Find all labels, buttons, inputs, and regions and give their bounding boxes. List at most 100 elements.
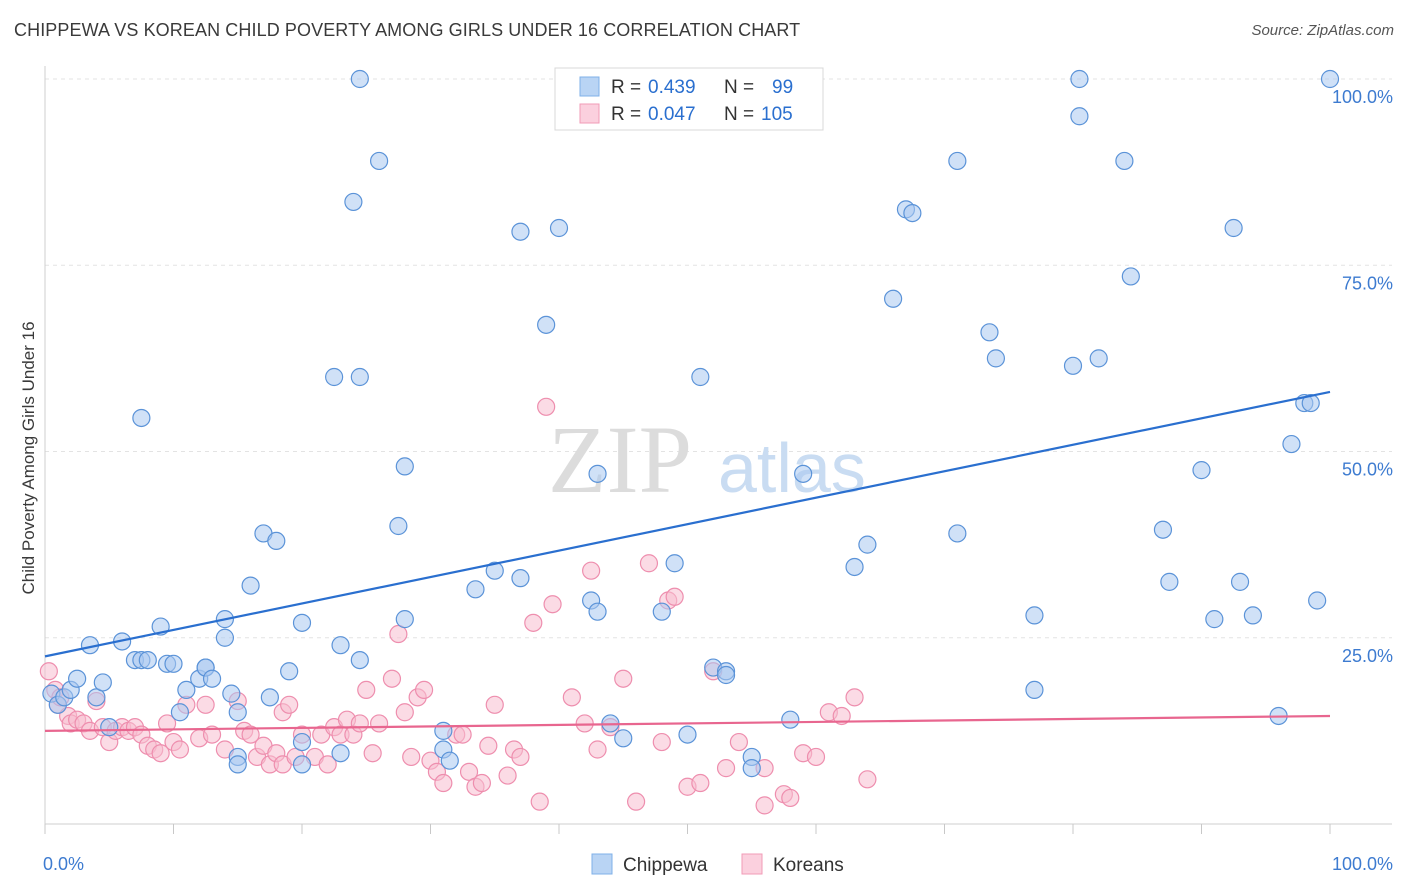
koreans-point (280, 695, 299, 714)
chippewa-point (549, 218, 569, 238)
chippewa-point (292, 613, 312, 632)
koreans-legend-label: Koreans (773, 855, 844, 876)
chippewa-point (280, 662, 299, 681)
chippewa-point (858, 535, 877, 554)
chippewa-legend-key[interactable] (591, 853, 613, 875)
y-tick-label: 25.0% (1342, 646, 1393, 666)
chippewa-point (1205, 610, 1224, 629)
chippewa-legend-label: Chippewa (623, 855, 708, 876)
chippewa-point (845, 557, 864, 577)
chippewa-r-value: 0.439 (648, 77, 696, 98)
koreans-point (781, 788, 800, 808)
chippewa-point (614, 729, 633, 748)
koreans-point (716, 759, 736, 778)
koreans-point (241, 725, 260, 744)
series-legend: Chippewa Koreans (591, 853, 844, 876)
chippewa-point (980, 323, 999, 342)
chippewa-point (537, 315, 556, 334)
koreans-point (39, 662, 58, 681)
chippewa-point (716, 665, 736, 685)
koreans-point (157, 714, 177, 733)
koreans-point (453, 725, 472, 744)
koreans-point (806, 747, 826, 767)
chippewa-point (267, 531, 286, 551)
chippewa-point (1025, 680, 1044, 700)
chippewa-point (1153, 520, 1173, 539)
chippewa-point (440, 751, 459, 770)
chippewa-legend-swatch (579, 76, 600, 97)
koreans-point (691, 773, 710, 793)
chippewa-point (948, 524, 967, 543)
chippewa-point (794, 464, 813, 483)
chippewa-point (292, 755, 312, 774)
koreans-point (524, 613, 543, 632)
koreans-point (755, 796, 774, 815)
chippewa-point (1025, 606, 1044, 625)
koreans-point (530, 792, 549, 811)
chippewa-point (1301, 393, 1320, 413)
chippewa-point (395, 457, 414, 476)
koreans-point (582, 561, 601, 580)
chippewa-point (331, 744, 350, 763)
chippewa-point (434, 721, 453, 740)
chippewa-point (292, 732, 312, 752)
y-tick-label: 100.0% (1332, 87, 1393, 107)
koreans-point (858, 770, 877, 789)
chippewa-point (652, 602, 671, 621)
chippewa-point (350, 69, 369, 89)
y-tick-label: 50.0% (1342, 460, 1393, 480)
koreans-point (357, 680, 376, 700)
koreans-n-value: 105 (761, 104, 793, 125)
koreans-point (845, 688, 864, 707)
koreans-n-label: N = (724, 104, 754, 125)
chippewa-point (350, 650, 369, 670)
koreans-legend-key[interactable] (741, 853, 763, 875)
chippewa-point (93, 673, 112, 692)
koreans-point (537, 397, 556, 416)
chippewa-point (1070, 107, 1089, 126)
koreans-point (414, 680, 434, 700)
chippewa-point (1121, 267, 1140, 286)
chippewa-point (665, 554, 684, 573)
chippewa-point (1063, 356, 1083, 375)
chippewa-point (344, 192, 363, 212)
chippewa-point (228, 703, 247, 722)
koreans-r-label: R = (611, 104, 641, 125)
chippewa-trend-line (44, 390, 1331, 658)
y-axis-label: Child Poverty Among Girls Under 16 (19, 321, 38, 594)
koreans-trend-line (44, 714, 1331, 732)
koreans-point (151, 744, 170, 763)
chippewa-point (948, 151, 967, 171)
koreans-point (729, 732, 749, 752)
watermark-atlas: atlas (718, 429, 866, 507)
chippewa-point (485, 561, 504, 580)
chippewa-point (370, 151, 389, 171)
chippewa-point (678, 725, 697, 744)
chippewa-point (389, 516, 408, 536)
chippewa-point (691, 367, 710, 387)
chippewa-point (202, 669, 222, 688)
koreans-point (318, 755, 337, 774)
chippewa-point (1224, 218, 1243, 238)
chippewa-point (1192, 461, 1211, 480)
chippewa-point (1115, 151, 1134, 171)
koreans-point (614, 669, 633, 688)
chippewa-point (170, 703, 190, 722)
koreans-point (588, 740, 607, 759)
koreans-point (402, 747, 421, 767)
correlation-legend: R = 0.439 N = 99 R = 0.047 N = 105 (554, 67, 824, 131)
chippewa-point (350, 367, 369, 387)
x-tick-label: 0.0% (43, 854, 84, 874)
chippewa-point (742, 759, 761, 778)
chippewa-point (588, 464, 607, 483)
x-tick-label: 100.0% (1332, 854, 1393, 874)
chippewa-point (132, 408, 151, 428)
chippewa-point (100, 718, 119, 737)
chippewa-point (222, 684, 241, 703)
koreans-point (382, 669, 402, 688)
chippewa-point (511, 222, 530, 241)
koreans-point (395, 703, 414, 722)
chippewa-point (68, 669, 87, 688)
koreans-point (350, 714, 369, 733)
koreans-point (575, 714, 594, 733)
